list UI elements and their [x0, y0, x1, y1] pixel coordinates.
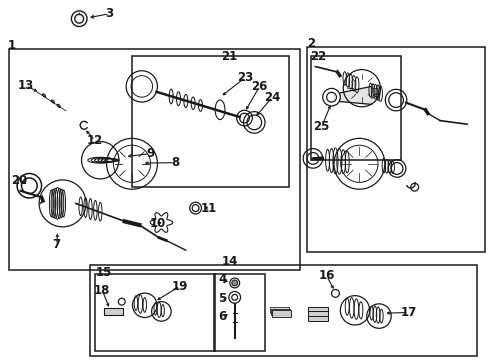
Text: 21: 21	[220, 50, 237, 63]
Bar	[213, 274, 264, 351]
Text: 10: 10	[149, 217, 166, 230]
Bar	[307, 316, 327, 321]
Text: 5: 5	[218, 292, 226, 305]
Circle shape	[231, 280, 237, 286]
Text: 14: 14	[222, 255, 238, 268]
Text: 17: 17	[400, 306, 416, 319]
Text: 6: 6	[218, 310, 226, 323]
Text: 22: 22	[309, 50, 325, 63]
Text: 3: 3	[105, 7, 113, 20]
Bar	[307, 307, 327, 312]
Bar	[269, 307, 289, 313]
Text: 9: 9	[146, 147, 154, 160]
Text: 12: 12	[86, 134, 103, 147]
Ellipse shape	[42, 94, 45, 97]
Text: 7: 7	[53, 238, 61, 251]
Text: 8: 8	[171, 156, 179, 169]
Text: 16: 16	[318, 269, 334, 282]
Text: 13: 13	[18, 79, 34, 92]
Bar	[9, 49, 299, 270]
Bar	[307, 311, 327, 317]
Text: 19: 19	[171, 280, 188, 293]
Text: 23: 23	[237, 71, 253, 84]
Text: 2: 2	[307, 37, 315, 50]
Bar	[90, 265, 476, 356]
Text: 4: 4	[218, 273, 226, 286]
Bar	[271, 310, 291, 317]
Bar	[104, 308, 122, 315]
Polygon shape	[339, 86, 371, 104]
Text: 1: 1	[8, 39, 16, 52]
Text: 20: 20	[11, 174, 28, 187]
Text: 18: 18	[94, 284, 110, 297]
Text: 26: 26	[251, 80, 267, 93]
Text: 15: 15	[95, 266, 112, 279]
Bar	[95, 274, 215, 351]
Text: 11: 11	[201, 202, 217, 215]
Text: 25: 25	[313, 120, 329, 133]
Ellipse shape	[51, 100, 54, 103]
Text: 24: 24	[264, 91, 280, 104]
Bar	[306, 47, 484, 252]
Bar	[310, 56, 400, 160]
Ellipse shape	[57, 104, 60, 107]
Bar	[132, 56, 288, 187]
Bar	[270, 309, 290, 315]
